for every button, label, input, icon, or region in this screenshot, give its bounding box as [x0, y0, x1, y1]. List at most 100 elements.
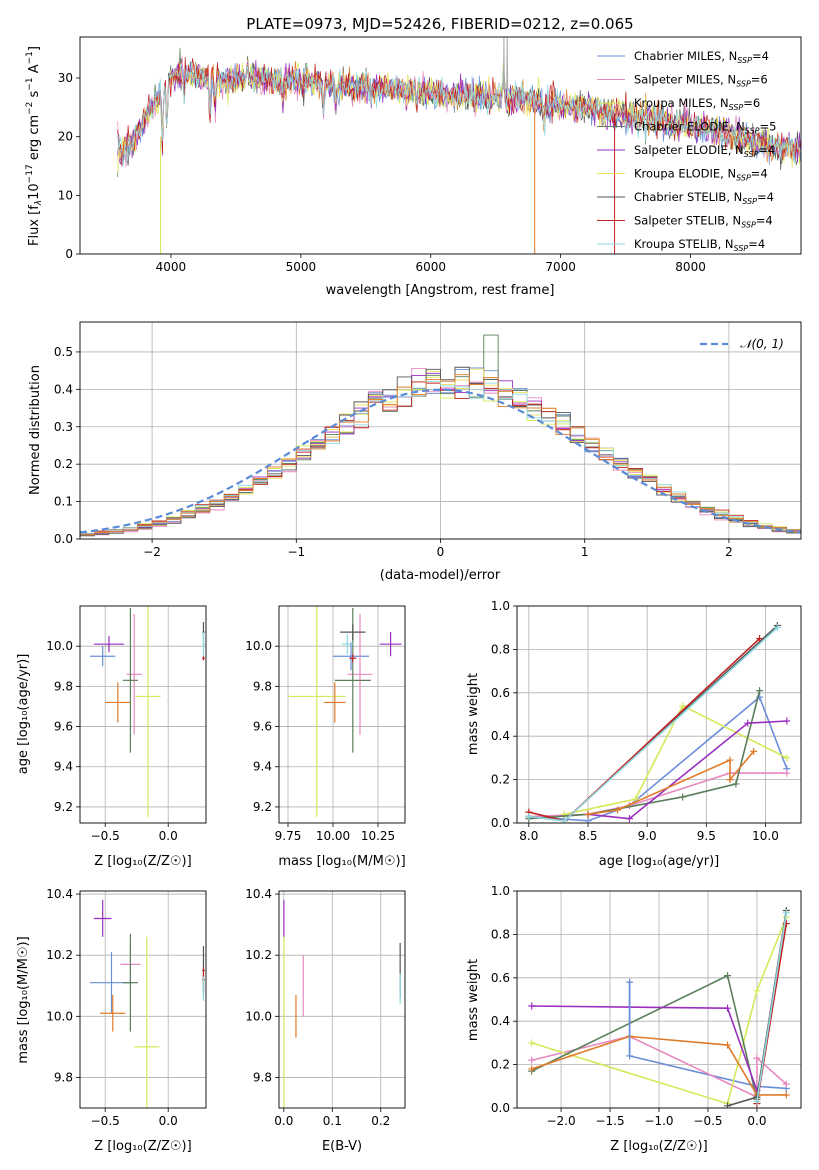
massweight-marker	[679, 702, 687, 710]
massweight-marker	[783, 769, 791, 777]
legend-subscript: SSP	[734, 244, 749, 253]
x-tick-label: 9.0	[638, 829, 657, 843]
legend-subscript: SSP	[741, 221, 756, 230]
x-tick-label: 8000	[675, 260, 706, 274]
x-tick-label: 10.25	[361, 829, 395, 843]
massweight-marker	[528, 1039, 536, 1047]
y-tick-label: 0.0	[491, 1101, 510, 1115]
y-tick-label: 10.0	[245, 639, 272, 653]
x-tick-label: 10.0	[752, 829, 779, 843]
y-axis-label: Normed distribution	[28, 365, 43, 495]
legend-subscript: SSP	[745, 127, 760, 136]
massweight-series-line	[587, 720, 787, 820]
y-tick-label: 9.2	[253, 800, 272, 814]
massweight-marker	[756, 635, 764, 643]
massweight-marker	[584, 810, 592, 818]
x-axis-label: age [log₁₀(age/yr)]	[599, 854, 720, 869]
y-tick-label: 10.2	[46, 948, 73, 962]
massweight-series-line	[528, 690, 761, 820]
panel-errorbars-6: 0.0 0.1 0.2 9.8 10.0 10.2 10.4	[245, 887, 406, 1128]
x-tick-label: 10.00	[316, 829, 350, 843]
panel-errorbars-3: 9.75 10.00 10.25 9.2 9.4 9.6 9.8 10.0	[245, 605, 406, 843]
x-axis-label: Z [log₁₀(Z/Z☉)]	[94, 854, 191, 869]
x-tick-label: 0.0	[274, 1114, 293, 1128]
x-tick-label: −1.5	[595, 1114, 624, 1128]
massweight-marker	[732, 780, 740, 788]
axes-frame	[278, 890, 406, 1109]
errorbar-points	[90, 900, 205, 1108]
massweight-marker	[750, 747, 758, 755]
x-tick-label: 0.1	[323, 1114, 342, 1128]
massweight-series-line	[587, 750, 755, 816]
x-tick-label: 5000	[286, 260, 317, 274]
x-tick-label: 8.5	[578, 829, 597, 843]
y-tick-label: 0.4	[54, 382, 73, 396]
x-tick-label: 4000	[156, 260, 187, 274]
legend-value: =4	[748, 237, 765, 251]
x-tick-label: 9.5	[697, 829, 716, 843]
ylabel-part: 10	[27, 183, 42, 200]
massweight-lines	[528, 907, 790, 1108]
y-tick-label: 0.6	[491, 686, 510, 700]
axes-frame	[516, 890, 802, 1109]
y-axis-label: age [log₁₀(age/yr)]	[16, 654, 31, 775]
panel-massweight-4: 8.0 8.5 9.0 9.5 10.0 0.0 0.2 0.4 0.6 0.8 1.0	[491, 599, 802, 843]
panel-massweight-7: −2.0 −1.5 −1.0 −0.5 0.0 0.0 0.2 0.4 0.6 0.8 1.0	[491, 884, 802, 1128]
massweight-marker	[726, 756, 734, 764]
massweight-marker	[753, 1054, 761, 1062]
massweight-marker	[528, 1002, 536, 1010]
legend-value: =4	[757, 190, 774, 204]
legend-value: =4	[752, 49, 769, 63]
massweight-marker	[782, 1091, 790, 1099]
spectrum-lines	[117, 37, 801, 254]
y-tick-label: 9.8	[253, 679, 272, 693]
axes-frame	[79, 890, 207, 1109]
x-tick-label: 0.0	[159, 1114, 178, 1128]
ylabel-sup: −1	[25, 77, 35, 90]
y-axis-label: Flux [fλ10−17 erg cm−2 s−1 A−1]	[25, 46, 44, 246]
massweight-marker	[528, 1056, 536, 1064]
ylabel-part: erg cm	[27, 115, 42, 164]
y-axis-label: mass weight	[466, 673, 481, 755]
legend-label: Chabrier STELIB, NSSP=4	[634, 190, 774, 206]
x-tick-label: −0.5	[91, 829, 120, 843]
legend-value: =5	[760, 120, 777, 134]
massweight-marker	[724, 1004, 732, 1012]
x-tick-label: 9.75	[275, 829, 302, 843]
errorbar-points	[283, 900, 401, 1108]
axes-frame	[79, 321, 802, 540]
y-tick-label: 10.0	[245, 1009, 272, 1023]
x-tick-label: −1.0	[644, 1114, 673, 1128]
massweight-marker	[679, 793, 687, 801]
legend-label: Kroupa ELODIE, NSSP=4	[634, 167, 768, 183]
axes-frame	[278, 605, 406, 824]
massweight-marker	[753, 1097, 761, 1105]
errorbar-points	[288, 606, 402, 817]
normal-curve	[80, 388, 801, 534]
errorbar-points	[90, 606, 205, 817]
x-axis-label: mass [log₁₀(M/M☉)]	[278, 854, 405, 869]
y-tick-label: 9.6	[54, 720, 73, 734]
x-tick-label: 8.0	[519, 829, 538, 843]
legend-label: Salpeter ELODIE, NSSP=4	[634, 143, 775, 159]
legend-subscript: SSP	[742, 197, 757, 206]
x-tick-label: 7000	[545, 260, 576, 274]
x-tick-label: −0.5	[693, 1114, 722, 1128]
y-tick-label: 0.4	[491, 729, 510, 743]
y-tick-label: 0.0	[491, 816, 510, 830]
panel-histogram: −2 −1 0 1 2 0.0 0.1 0.2 0.3 0.4 0.5	[54, 321, 802, 559]
legend-label: Salpeter MILES, NSSP=6	[634, 73, 768, 89]
x-axis-label: (data-model)/error	[380, 568, 501, 583]
panel-errorbars-2: −0.5 0.0 9.2 9.4 9.6 9.8 10.0	[46, 605, 207, 843]
legend-value: =4	[751, 167, 768, 181]
y-tick-label: 10.4	[46, 887, 73, 901]
x-tick-label: 0	[437, 545, 445, 559]
massweight-marker	[525, 812, 533, 820]
massweight-marker	[744, 719, 752, 727]
massweight-marker	[782, 1080, 790, 1088]
axes-frame	[79, 605, 207, 824]
y-tick-label: 0.5	[54, 345, 73, 359]
axes-frame	[516, 605, 802, 824]
legend-label: 𝒩(0, 1)	[740, 337, 784, 351]
